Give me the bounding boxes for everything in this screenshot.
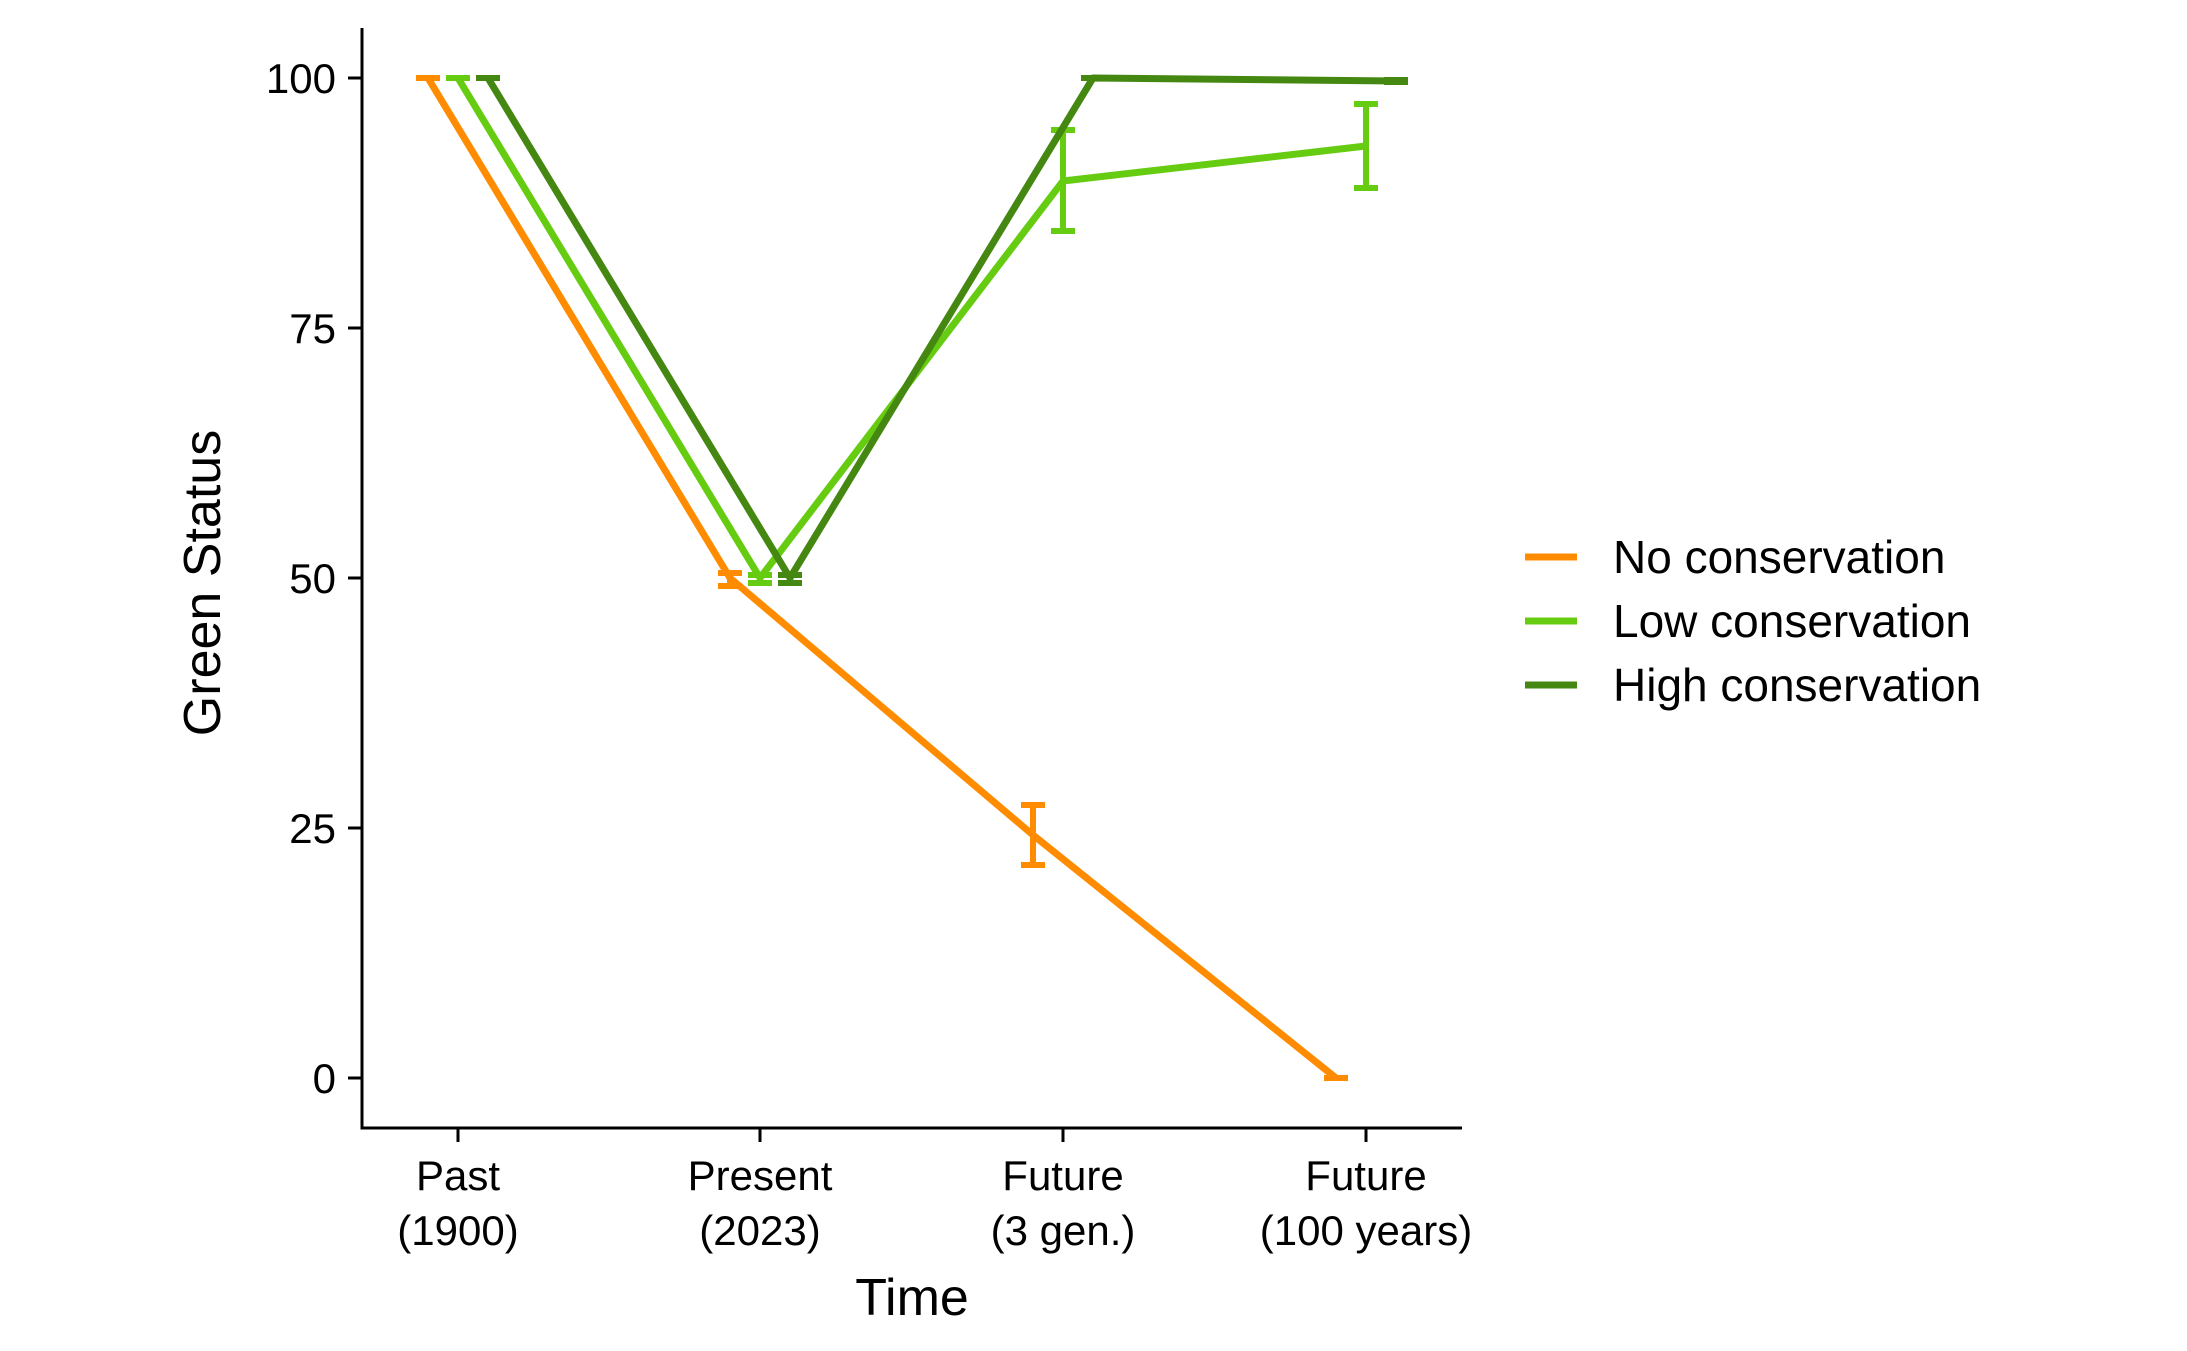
error-bar	[1354, 101, 1378, 191]
series-high-conservation	[476, 74, 1408, 586]
legend-label: High conservation	[1613, 659, 1981, 711]
series-layer	[416, 74, 1408, 1081]
series-low-conservation	[446, 75, 1378, 586]
error-bar	[748, 572, 772, 586]
x-tick-label: Past (1900)	[397, 1152, 518, 1254]
legend-label: Low conservation	[1613, 595, 1971, 647]
x-axis-ticks: Past (1900) Present (2023) Future (3 gen.) Fut…	[397, 1128, 1472, 1254]
y-tick-label: 100	[266, 55, 336, 102]
y-tick-label: 0	[313, 1055, 336, 1102]
error-bar	[778, 572, 802, 586]
legend-label: No conservation	[1613, 531, 1945, 583]
x-tick-label: Present (2023)	[688, 1152, 833, 1254]
y-axis-ticks: 0 25 50 75 100	[266, 55, 362, 1102]
y-tick-label: 25	[289, 805, 336, 852]
series-line	[425, 76, 1339, 1081]
error-bar	[718, 570, 742, 589]
x-tick-label: Future (3 gen.)	[991, 1152, 1136, 1254]
legend-item: Low conservation	[1525, 595, 1971, 647]
error-bar	[1384, 77, 1408, 85]
plot-area	[416, 74, 1408, 1081]
legend: No conservation Low conservation High cons…	[1525, 531, 1981, 711]
y-axis-title: Green Status	[174, 430, 232, 736]
y-tick-label: 75	[289, 305, 336, 352]
x-axis-title: Time	[855, 1269, 969, 1327]
error-bar	[1021, 802, 1045, 868]
legend-item: No conservation	[1525, 531, 1945, 583]
series-line	[485, 74, 1397, 582]
y-tick-label: 50	[289, 555, 336, 602]
series-no-conservation	[416, 75, 1348, 1081]
series-line	[455, 76, 1367, 582]
x-tick-label: Future (100 years)	[1260, 1152, 1472, 1254]
legend-item: High conservation	[1525, 659, 1981, 711]
